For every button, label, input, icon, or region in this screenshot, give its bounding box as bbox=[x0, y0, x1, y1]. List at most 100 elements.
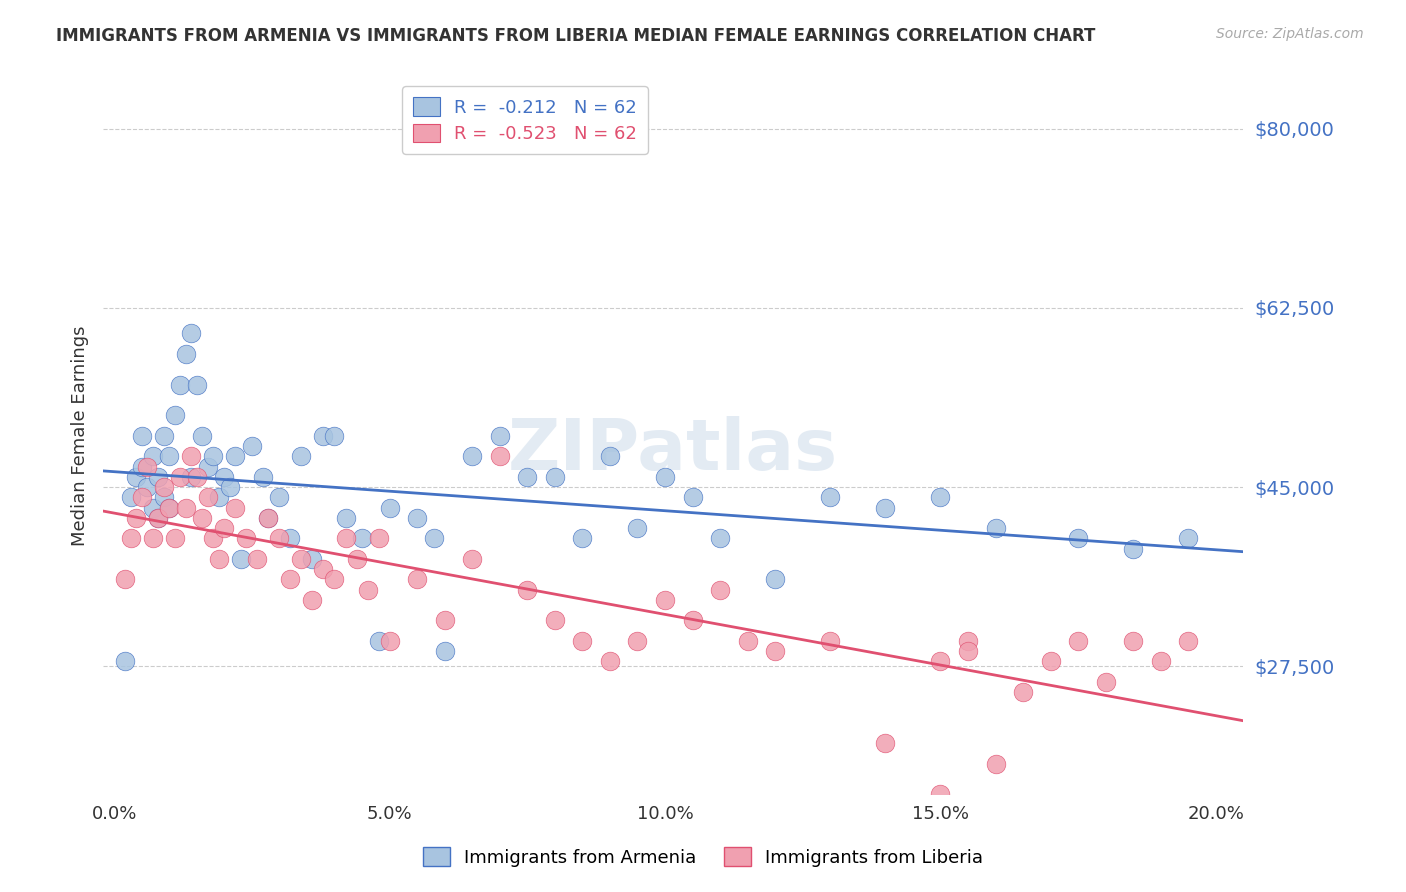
Point bbox=[246, 551, 269, 566]
Point bbox=[180, 470, 202, 484]
Text: Source: ZipAtlas.com: Source: ZipAtlas.com bbox=[1216, 27, 1364, 41]
Point bbox=[252, 470, 274, 484]
Point bbox=[257, 511, 280, 525]
Text: ZIPatlas: ZIPatlas bbox=[508, 416, 838, 484]
Point bbox=[1177, 532, 1199, 546]
Point bbox=[984, 521, 1007, 535]
Point bbox=[1067, 532, 1090, 546]
Point bbox=[956, 644, 979, 658]
Point bbox=[136, 480, 159, 494]
Point bbox=[571, 532, 593, 546]
Point bbox=[197, 459, 219, 474]
Point bbox=[1122, 633, 1144, 648]
Point bbox=[709, 582, 731, 597]
Point bbox=[461, 551, 484, 566]
Point bbox=[180, 450, 202, 464]
Point bbox=[571, 633, 593, 648]
Point bbox=[312, 562, 335, 576]
Point bbox=[367, 633, 389, 648]
Point bbox=[433, 613, 456, 627]
Point bbox=[626, 633, 648, 648]
Point bbox=[1067, 633, 1090, 648]
Point bbox=[125, 511, 148, 525]
Point bbox=[544, 613, 567, 627]
Point bbox=[929, 788, 952, 802]
Point bbox=[406, 572, 429, 586]
Point bbox=[191, 511, 214, 525]
Point bbox=[488, 450, 510, 464]
Point bbox=[323, 429, 346, 443]
Point bbox=[599, 450, 621, 464]
Point bbox=[378, 500, 401, 515]
Point bbox=[224, 450, 246, 464]
Point bbox=[136, 459, 159, 474]
Legend: Immigrants from Armenia, Immigrants from Liberia: Immigrants from Armenia, Immigrants from… bbox=[416, 840, 990, 874]
Point bbox=[367, 532, 389, 546]
Point bbox=[186, 470, 208, 484]
Point bbox=[269, 491, 291, 505]
Point bbox=[599, 654, 621, 668]
Point bbox=[269, 532, 291, 546]
Point bbox=[346, 551, 368, 566]
Point bbox=[148, 511, 170, 525]
Point bbox=[229, 551, 252, 566]
Point bbox=[169, 377, 191, 392]
Point bbox=[682, 491, 704, 505]
Point bbox=[323, 572, 346, 586]
Point bbox=[378, 633, 401, 648]
Point bbox=[422, 532, 444, 546]
Point bbox=[626, 521, 648, 535]
Point bbox=[290, 450, 312, 464]
Point bbox=[142, 532, 165, 546]
Point bbox=[820, 491, 842, 505]
Point bbox=[152, 480, 174, 494]
Point bbox=[120, 491, 142, 505]
Point bbox=[148, 470, 170, 484]
Point bbox=[929, 491, 952, 505]
Point bbox=[875, 500, 897, 515]
Point bbox=[956, 633, 979, 648]
Point bbox=[218, 480, 240, 494]
Point bbox=[257, 511, 280, 525]
Point bbox=[208, 491, 231, 505]
Point bbox=[157, 450, 180, 464]
Point bbox=[488, 429, 510, 443]
Point bbox=[142, 500, 165, 515]
Point bbox=[820, 633, 842, 648]
Point bbox=[120, 532, 142, 546]
Point bbox=[984, 756, 1007, 771]
Point bbox=[433, 644, 456, 658]
Point bbox=[197, 491, 219, 505]
Point bbox=[142, 450, 165, 464]
Point bbox=[240, 439, 263, 453]
Point bbox=[763, 572, 786, 586]
Point bbox=[174, 347, 197, 361]
Point bbox=[682, 613, 704, 627]
Point bbox=[312, 429, 335, 443]
Point bbox=[301, 592, 323, 607]
Point bbox=[461, 450, 484, 464]
Point bbox=[169, 470, 191, 484]
Point bbox=[335, 511, 357, 525]
Point bbox=[186, 377, 208, 392]
Point bbox=[148, 511, 170, 525]
Point bbox=[1012, 685, 1035, 699]
Point bbox=[180, 326, 202, 341]
Point bbox=[152, 429, 174, 443]
Y-axis label: Median Female Earnings: Median Female Earnings bbox=[72, 326, 89, 546]
Point bbox=[356, 582, 378, 597]
Point bbox=[654, 592, 676, 607]
Point bbox=[763, 644, 786, 658]
Text: IMMIGRANTS FROM ARMENIA VS IMMIGRANTS FROM LIBERIA MEDIAN FEMALE EARNINGS CORREL: IMMIGRANTS FROM ARMENIA VS IMMIGRANTS FR… bbox=[56, 27, 1095, 45]
Legend: R =  -0.212   N = 62, R =  -0.523   N = 62: R = -0.212 N = 62, R = -0.523 N = 62 bbox=[402, 87, 648, 154]
Point bbox=[114, 572, 136, 586]
Point bbox=[114, 654, 136, 668]
Point bbox=[214, 521, 236, 535]
Point bbox=[1122, 541, 1144, 556]
Point bbox=[131, 459, 153, 474]
Point bbox=[1150, 654, 1173, 668]
Point bbox=[202, 532, 225, 546]
Point bbox=[516, 470, 538, 484]
Point bbox=[280, 532, 302, 546]
Point bbox=[290, 551, 312, 566]
